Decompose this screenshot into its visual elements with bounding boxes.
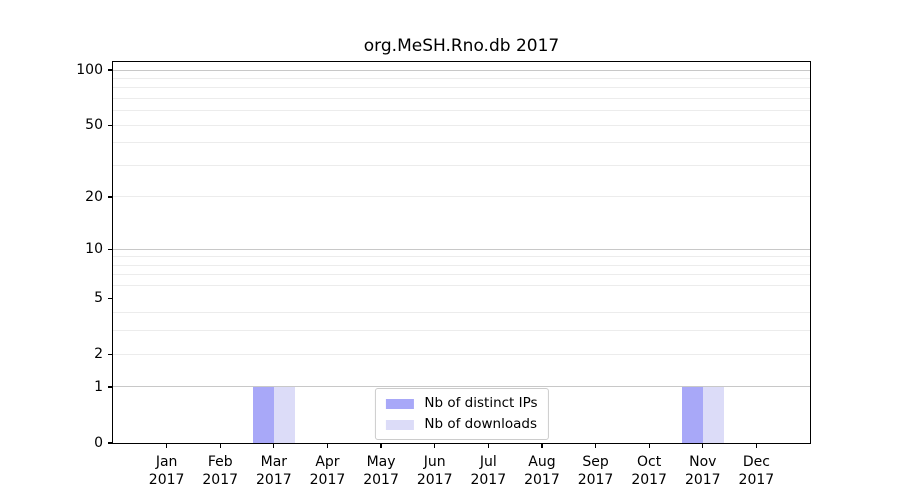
x-axis-tick <box>594 443 597 448</box>
x-tick-month: Feb <box>207 454 233 470</box>
minor-gridline <box>113 164 810 166</box>
bar-nb-of-distinct-ips-nov <box>681 386 703 443</box>
bar-nb-of-downloads-mar <box>273 386 295 443</box>
x-tick-year: 2017 <box>202 471 239 488</box>
x-axis-tick <box>702 443 704 448</box>
minor-gridline <box>113 97 810 99</box>
x-tick-month: Sep <box>582 454 609 470</box>
x-axis-tick <box>165 443 168 448</box>
y-tick-label: 2 <box>94 346 103 363</box>
minor-gridline <box>113 142 810 144</box>
x-axis-tick <box>487 443 489 448</box>
minor-gridline <box>113 274 810 276</box>
x-tick-year: 2017 <box>416 471 453 488</box>
minor-gridline <box>113 110 810 112</box>
x-tick-year: 2017 <box>309 471 346 488</box>
legend-label: Nb of downloads <box>424 416 537 432</box>
x-tick-year: 2017 <box>577 471 614 488</box>
x-tick-label: Jul 2017 <box>460 454 516 489</box>
x-tick-month: Nov <box>689 454 717 470</box>
x-axis-tick <box>326 443 329 448</box>
legend-row: Nb of distinct IPs <box>385 395 538 411</box>
x-tick-year: 2017 <box>470 471 507 488</box>
y-axis-tick <box>108 386 113 388</box>
legend: Nb of distinct IPs Nb of downloads <box>374 388 549 440</box>
y-tick-label: 0 <box>94 435 103 451</box>
legend-swatch-downloads <box>385 419 414 430</box>
major-gridline <box>113 248 810 250</box>
x-tick-year: 2017 <box>524 471 560 488</box>
chart-title: org.MeSH.Rno.db 2017 <box>363 36 560 56</box>
x-tick-month: Apr <box>315 454 340 470</box>
y-axis-tick <box>108 124 113 126</box>
x-tick-month: Jan <box>155 454 178 470</box>
x-tick-month: Dec <box>742 454 770 470</box>
major-gridline <box>113 386 810 388</box>
x-tick-year: 2017 <box>738 471 775 488</box>
x-axis-tick <box>219 443 221 448</box>
x-tick-label: Aug 2017 <box>514 454 570 489</box>
x-tick-label: Dec 2017 <box>728 454 784 489</box>
minor-gridline <box>113 124 810 126</box>
x-tick-year: 2017 <box>363 471 399 488</box>
x-tick-month: Mar <box>260 454 288 470</box>
x-tick-label: Mar 2017 <box>246 454 302 489</box>
y-tick-label: 10 <box>85 241 103 258</box>
bar-nb-of-downloads-nov <box>702 386 724 443</box>
minor-gridline <box>113 312 810 314</box>
minor-gridline <box>113 285 810 287</box>
y-tick-label: 1 <box>94 378 103 395</box>
minor-gridline <box>113 196 810 198</box>
minor-gridline <box>113 77 810 79</box>
bar-nb-of-distinct-ips-mar <box>252 386 274 443</box>
y-axis-tick <box>108 69 113 71</box>
y-axis-tick <box>108 353 113 355</box>
major-gridline <box>113 69 810 71</box>
x-tick-month: Aug <box>528 454 556 470</box>
x-axis-tick <box>434 443 436 448</box>
legend-swatch-distinct-ips <box>385 398 414 409</box>
minor-gridline <box>113 353 810 355</box>
x-tick-month: Jul <box>479 454 497 470</box>
x-tick-label: May 2017 <box>353 454 409 489</box>
y-tick-label: 20 <box>85 188 103 205</box>
y-axis-tick <box>108 297 113 299</box>
y-axis-tick <box>108 442 113 444</box>
x-tick-month: Oct <box>637 454 662 470</box>
y-axis-tick <box>108 248 113 250</box>
x-tick-label: Jun 2017 <box>407 454 463 489</box>
x-axis-tick <box>648 443 650 448</box>
x-tick-year: 2017 <box>148 471 185 488</box>
x-axis-tick <box>380 443 382 448</box>
x-tick-label: Sep 2017 <box>568 454 624 489</box>
minor-gridline <box>113 330 810 332</box>
y-tick-label: 5 <box>94 290 103 307</box>
x-tick-year: 2017 <box>684 471 721 488</box>
legend-label: Nb of distinct IPs <box>424 395 538 411</box>
legend-row: Nb of downloads <box>385 417 537 432</box>
x-tick-label: Oct 2017 <box>621 454 677 489</box>
minor-gridline <box>113 264 810 266</box>
x-tick-label: Nov 2017 <box>675 454 731 489</box>
plot-area: Nb of distinct IPs Nb of downloads 0 1 2 5 10… <box>76 61 811 488</box>
x-tick-label: Feb 2017 <box>192 454 248 489</box>
y-tick-label: 50 <box>85 117 103 134</box>
x-tick-label: Apr 2017 <box>299 454 355 489</box>
x-axis-tick <box>273 443 275 448</box>
y-tick-label: 100 <box>76 62 103 78</box>
x-axis-tick <box>541 443 543 448</box>
minor-gridline <box>113 87 810 89</box>
x-tick-year: 2017 <box>256 471 292 488</box>
x-tick-month: May <box>366 454 396 470</box>
minor-gridline <box>113 256 810 258</box>
x-tick-month: Jun <box>423 454 446 470</box>
x-tick-label: Jan 2017 <box>139 454 195 489</box>
x-tick-year: 2017 <box>631 471 667 488</box>
x-axis-tick <box>755 443 758 448</box>
y-axis-tick <box>108 196 113 198</box>
